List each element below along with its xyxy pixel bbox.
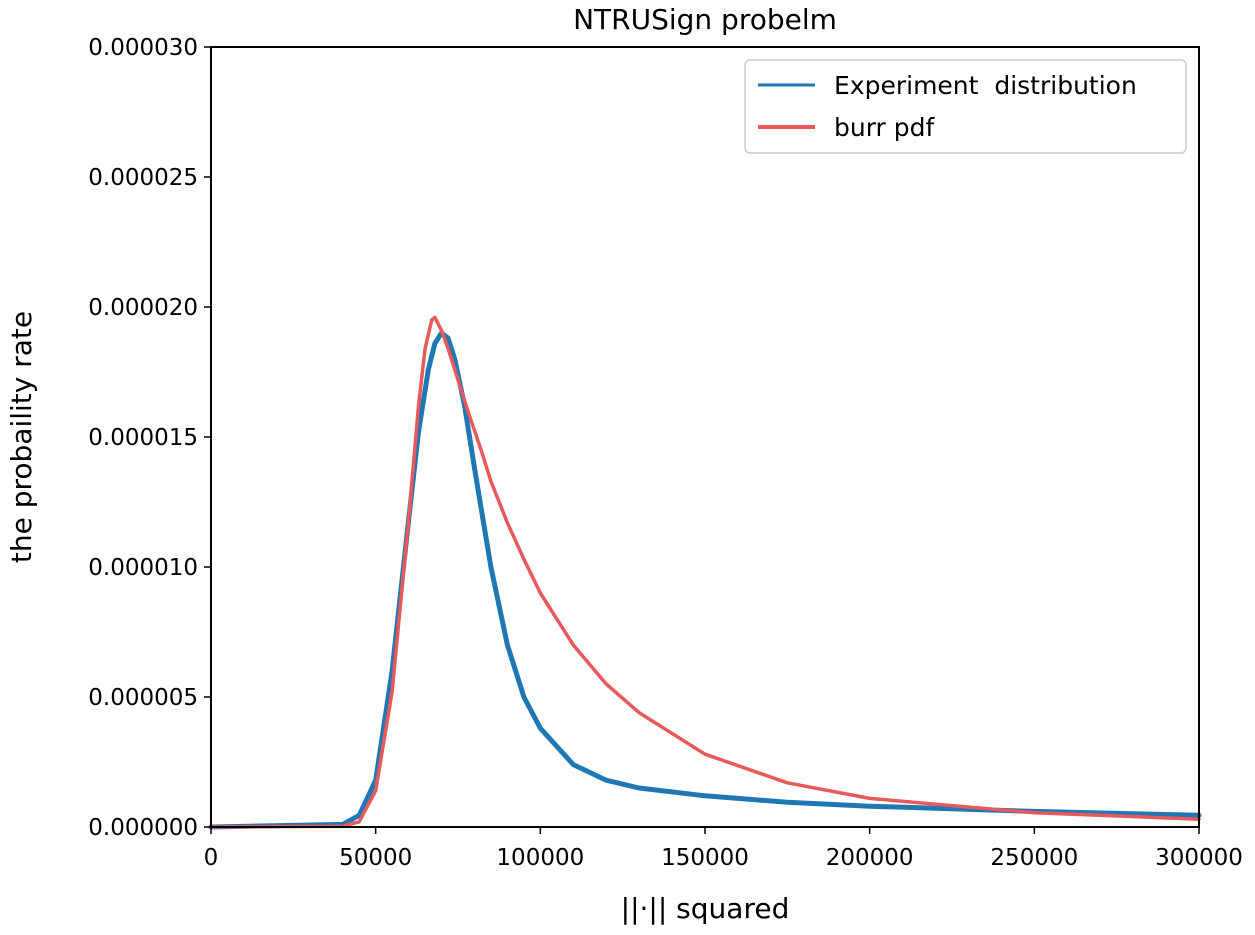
y-axis-label: the probaility rate	[5, 311, 38, 563]
y-tick-label: 0.000025	[88, 165, 198, 191]
ticks-layer: 0 50000 100000 150000 200000 250000 300000 0.00…	[88, 35, 1243, 871]
x-axis-label: ||·|| squared	[621, 892, 790, 925]
legend-label-experiment: Experiment distribution	[834, 71, 1137, 100]
plot-frame	[210, 46, 1200, 828]
legend-box	[744, 59, 1187, 154]
y-tick-label: 0.000010	[88, 555, 198, 581]
legend: Experiment distribution burr pdf	[744, 59, 1187, 154]
x-tick-label: 100000	[496, 845, 584, 871]
series-line-burr	[209, 315, 1201, 829]
x-tick-label: 50000	[339, 845, 412, 871]
y-tick-label: 0.000000	[88, 815, 198, 841]
x-tick-label: 250000	[990, 845, 1078, 871]
y-tick-label: 0.000005	[88, 685, 198, 711]
y-tick-label: 0.000020	[88, 295, 198, 321]
x-tick-label: 150000	[661, 845, 749, 871]
x-tick-label: 0	[204, 845, 219, 871]
series-layer	[208, 315, 1202, 830]
x-tick-label: 300000	[1155, 845, 1243, 871]
x-tick-label: 200000	[826, 845, 914, 871]
y-tick-label: 0.000030	[88, 35, 198, 61]
chart-title: NTRUSign probelm	[573, 3, 837, 36]
legend-label-burr: burr pdf	[834, 113, 936, 142]
y-tick-label: 0.000015	[88, 425, 198, 451]
